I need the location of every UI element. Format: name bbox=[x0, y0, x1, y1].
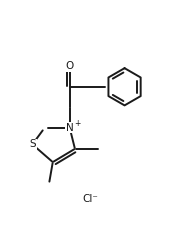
Text: N: N bbox=[66, 123, 73, 132]
Text: +: + bbox=[74, 119, 81, 128]
Text: S: S bbox=[29, 139, 36, 149]
Text: Cl⁻: Cl⁻ bbox=[82, 194, 98, 204]
Text: O: O bbox=[66, 62, 74, 71]
